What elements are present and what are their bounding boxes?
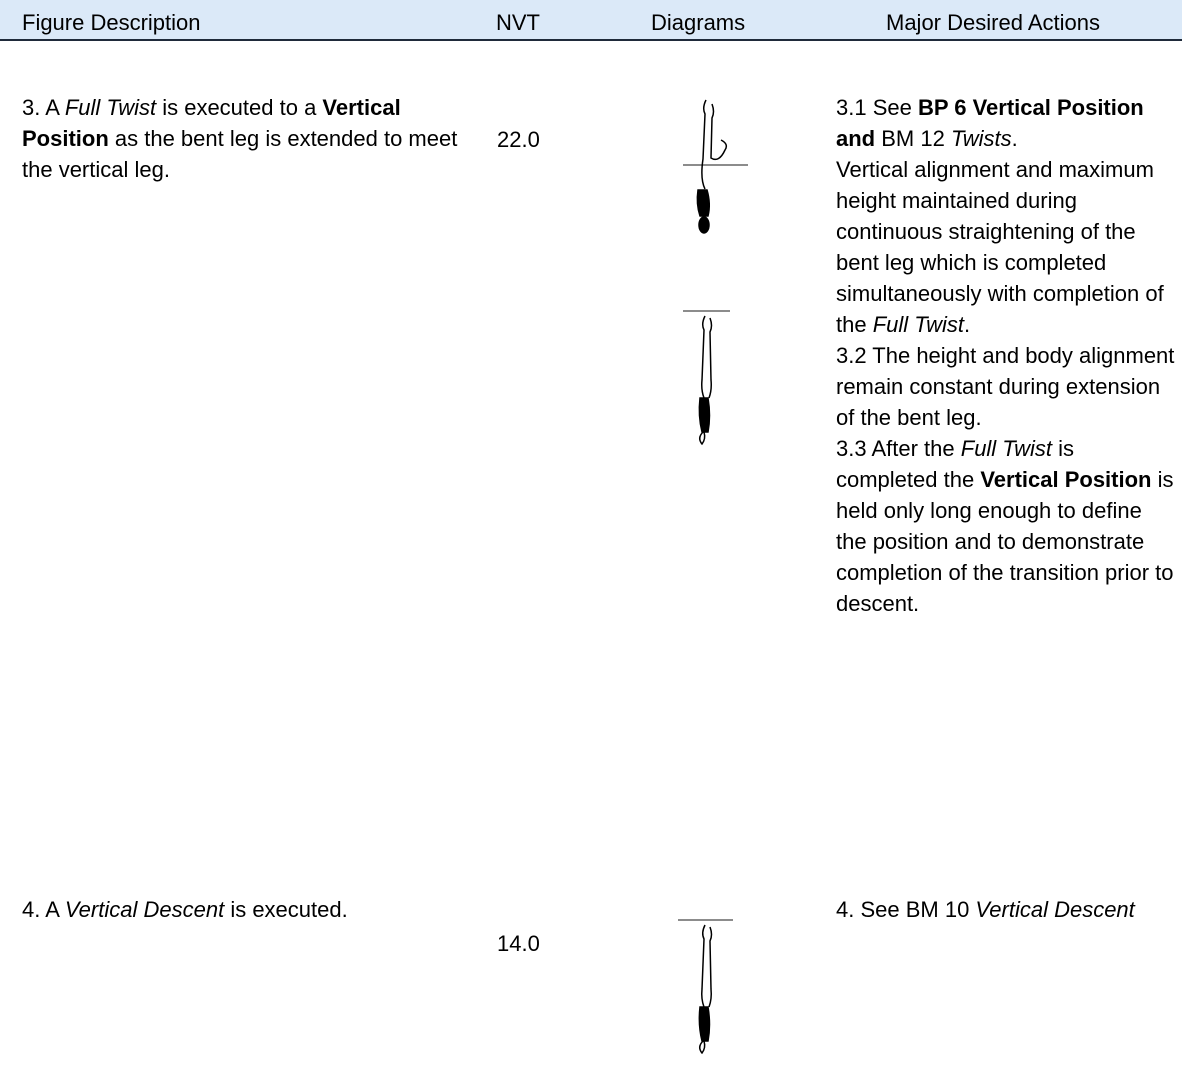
column-header: Major Desired Actions [886, 10, 1100, 35]
action-paragraph: 3.2 The height and body alignment remain… [836, 340, 1176, 433]
text-run: Vertical Descent [64, 897, 225, 922]
diagram [683, 310, 730, 446]
action-paragraph: 3.1 See BP 6 Vertical Position and BM 12… [836, 92, 1176, 154]
action-paragraph: 3.3 After the Full Twist is completed th… [836, 433, 1176, 619]
major-desired-actions: 4. See BM 10 Vertical Descent [836, 894, 1176, 925]
text-run: BP 6 Vertical Position and [836, 95, 1144, 151]
action-paragraph: 4. See BM 10 Vertical Descent [836, 894, 1176, 925]
column-header: NVT [496, 10, 540, 35]
text-run: is completed the [836, 436, 1075, 492]
text-run: Full Twist [64, 95, 157, 120]
text-run: 3.1 See [836, 95, 918, 120]
table-header: Figure Description NVT Diagrams Major De… [0, 0, 1182, 41]
column-header: Figure Description [22, 10, 201, 35]
text-run: Full Twist [872, 312, 964, 337]
nvt: 22.0 [497, 127, 540, 152]
action-paragraph: Vertical alignment and maximum height ma… [836, 154, 1176, 340]
text-run: Vertical alignment and maximum height ma… [836, 157, 1164, 337]
diagram [683, 99, 748, 234]
diagram [678, 919, 733, 1055]
text-run: as the bent leg is extended to meet the … [22, 126, 458, 182]
text-run: 4. See BM 10 [836, 897, 976, 922]
figure-description: 4. A Vertical Descent is executed. [22, 894, 462, 925]
nvt: 14.0 [497, 931, 540, 956]
major-desired-actions: 3.1 See BP 6 Vertical Position and BM 12… [836, 92, 1176, 619]
figure-description: 3. A Full Twist is executed to a Vertica… [22, 92, 462, 185]
text-run: 3. A [22, 95, 65, 120]
text-run: is executed to a [156, 95, 323, 120]
text-run: is executed. [224, 897, 348, 922]
text-run: Vertical Position [22, 95, 401, 151]
text-run: . [963, 312, 971, 337]
text-run: is held only long enough to define the p… [836, 467, 1174, 616]
text-run: 3.2 The height and body alignment remain… [836, 343, 1175, 430]
column-header: Diagrams [651, 10, 746, 35]
text-run: Vertical Position [980, 467, 1152, 492]
text-run: Full Twist [960, 436, 1053, 461]
text-run: Vertical Descent [975, 897, 1135, 922]
text-run: Twists [950, 126, 1012, 151]
text-run: 4. A [22, 897, 65, 922]
text-run: 3.3 After the [836, 436, 961, 461]
text-run: BM 12 [875, 126, 951, 151]
text-run: . [1011, 126, 1018, 151]
